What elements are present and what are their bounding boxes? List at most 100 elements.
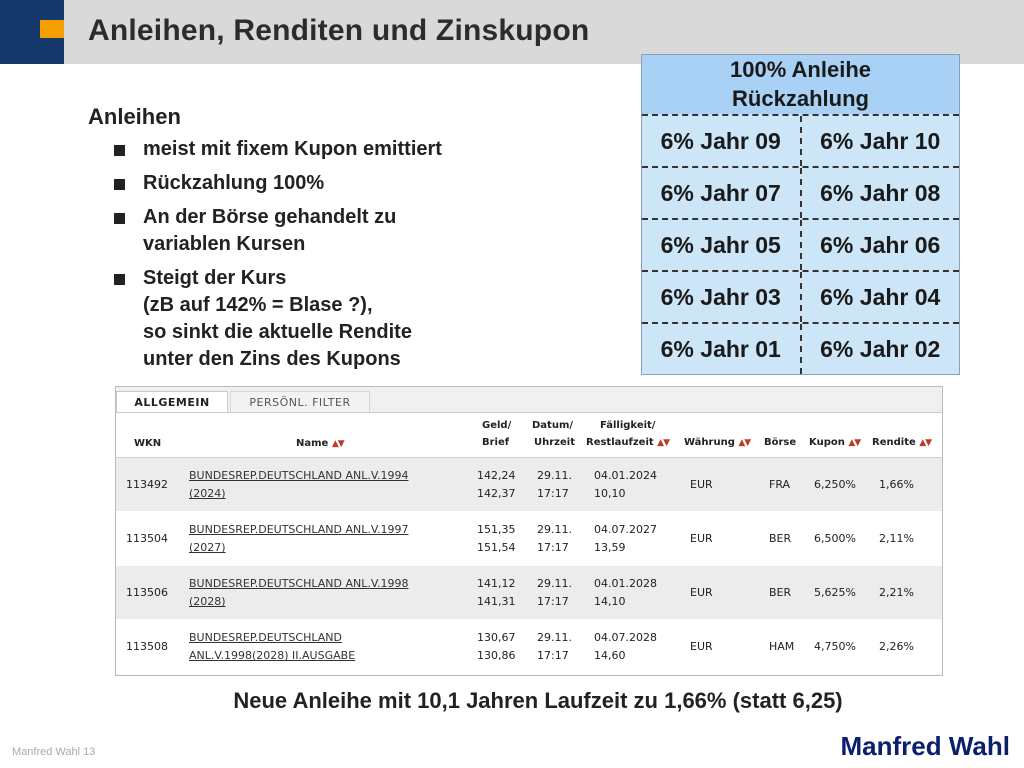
sort-arrows-icon[interactable]: ▲▼ bbox=[738, 438, 751, 448]
cell-name-line2[interactable]: (2028) bbox=[189, 593, 226, 610]
cell-rendite: 2,11% bbox=[879, 532, 914, 545]
cell-kupon: 5,625% bbox=[814, 586, 856, 599]
cell-name-line1[interactable]: BUNDESREP.DEUTSCHLAND ANL.V.1998 bbox=[189, 575, 408, 592]
bond-name-link[interactable]: ANL.V.1998(2028) II.AUSGABE bbox=[189, 649, 356, 662]
author-page-number: Manfred Wahl 13 bbox=[12, 746, 96, 758]
cell-faelligkeit: 04.07.2028 bbox=[594, 631, 657, 644]
cell-waehrung: EUR bbox=[690, 478, 713, 491]
col-restlaufzeit[interactable]: Restlaufzeit ▲▼ bbox=[586, 434, 670, 452]
bond-name-link[interactable]: (2027) bbox=[189, 541, 226, 554]
cell-brief: 141,31 bbox=[477, 595, 516, 608]
col-kupon-label: Kupon bbox=[809, 437, 845, 448]
sort-arrows-icon[interactable]: ▲▼ bbox=[331, 439, 345, 449]
cell-brief: 142,37 bbox=[477, 487, 516, 500]
cell-uhrzeit: 17:17 bbox=[537, 541, 569, 554]
bullet-square-icon bbox=[114, 213, 125, 224]
cell-brief: 151,54 bbox=[477, 541, 516, 554]
bullet-line: Steigt der Kurs bbox=[143, 267, 287, 289]
bond-diagram: 100% Anleihe Rückzahlung 6% Jahr 09 6% Ja… bbox=[641, 54, 960, 375]
col-restlaufzeit-label: Restlaufzeit bbox=[586, 437, 654, 448]
bullet-square-icon bbox=[114, 145, 125, 156]
cell-wkn: 113508 bbox=[126, 640, 168, 653]
bullet-line: An der Börse gehandelt zu bbox=[143, 206, 397, 228]
bond-name-link[interactable]: BUNDESREP.DEUTSCHLAND ANL.V.1997 bbox=[189, 523, 409, 536]
cell-uhrzeit: 17:17 bbox=[537, 595, 569, 608]
sort-arrows-icon[interactable]: ▲▼ bbox=[657, 438, 670, 448]
bond-coupon-row: 6% Jahr 03 6% Jahr 04 bbox=[642, 270, 959, 322]
cell-rendite: 2,26% bbox=[879, 640, 914, 653]
bond-coupon-cell: 6% Jahr 09 bbox=[642, 116, 802, 166]
col-boerse: Börse bbox=[764, 437, 797, 448]
col-faelligkeit: Fälligkeit/ bbox=[600, 420, 656, 431]
bond-coupon-cell: 6% Jahr 06 bbox=[820, 232, 941, 258]
bond-name-link[interactable]: (2024) bbox=[189, 487, 226, 500]
bond-coupon-cell: 6% Jahr 02 bbox=[820, 336, 941, 362]
cell-geld: 141,12 bbox=[477, 577, 516, 590]
bond-name-link[interactable]: BUNDESREP.DEUTSCHLAND ANL.V.1998 bbox=[189, 577, 409, 590]
cell-rendite: 2,21% bbox=[879, 586, 914, 599]
bullet-line: variablen Kursen bbox=[143, 233, 306, 255]
cell-faelligkeit: 04.01.2024 bbox=[594, 469, 657, 482]
bond-coupon-row: 6% Jahr 05 6% Jahr 06 bbox=[642, 218, 959, 270]
cell-datum: 29.11. bbox=[537, 577, 572, 590]
tab-persoenl-filter[interactable]: PERSÖNL. FILTER bbox=[230, 391, 370, 412]
cell-waehrung: EUR bbox=[690, 532, 713, 545]
bond-coupon-cell: 6% Jahr 03 bbox=[642, 272, 802, 322]
tab-allgemein[interactable]: ALLGEMEIN bbox=[116, 391, 228, 412]
cell-rendite: 1,66% bbox=[879, 478, 914, 491]
cell-name-line2[interactable]: (2024) bbox=[189, 485, 226, 502]
bond-rows: 6% Jahr 09 6% Jahr 10 6% Jahr 07 6% Jahr 08… bbox=[642, 114, 959, 374]
cell-name-line1[interactable]: BUNDESREP.DEUTSCHLAND bbox=[189, 629, 342, 646]
table-row: 113508 BUNDESREP.DEUTSCHLAND ANL.V.1998(20… bbox=[116, 620, 942, 674]
bond-coupon-cell: 6% Jahr 10 bbox=[820, 128, 941, 154]
cell-restlaufzeit: 13,59 bbox=[594, 541, 626, 554]
bond-header-line1: 100% Anleihe bbox=[729, 57, 872, 82]
cell-name-line2[interactable]: (2027) bbox=[189, 539, 226, 556]
col-datum: Datum/ bbox=[532, 420, 574, 431]
cell-waehrung: EUR bbox=[690, 640, 713, 653]
col-kupon[interactable]: Kupon ▲▼ bbox=[809, 434, 861, 452]
slide-header: Anleihen, Renditen und Zinskupon bbox=[0, 0, 1024, 64]
table-body: 113492 BUNDESREP.DEUTSCHLAND ANL.V.1994 (2… bbox=[116, 458, 942, 674]
sort-arrows-icon[interactable]: ▲▼ bbox=[848, 438, 861, 448]
cell-name-line1[interactable]: BUNDESREP.DEUTSCHLAND ANL.V.1997 bbox=[189, 521, 408, 538]
cell-datum: 29.11. bbox=[537, 469, 572, 482]
bond-name-link[interactable]: BUNDESREP.DEUTSCHLAND bbox=[189, 631, 342, 644]
bullet-line: so sinkt die aktuelle Rendite bbox=[143, 321, 412, 343]
col-wkn: WKN bbox=[134, 438, 162, 449]
bond-coupon-row: 6% Jahr 01 6% Jahr 02 bbox=[642, 322, 959, 374]
brand-name: Manfred Wahl bbox=[840, 731, 1010, 761]
bond-coupon-row: 6% Jahr 07 6% Jahr 08 bbox=[642, 166, 959, 218]
bullet-item: Steigt der Kurs (zB auf 142% = Blase ?), s… bbox=[112, 265, 628, 373]
bond-name-link[interactable]: BUNDESREP.DEUTSCHLAND ANL.V.1994 bbox=[189, 469, 409, 482]
bond-header-line2: Rückzahlung bbox=[732, 86, 869, 111]
col-waehrung[interactable]: Währung ▲▼ bbox=[684, 434, 751, 452]
col-rendite[interactable]: Rendite ▲▼ bbox=[872, 434, 932, 452]
bullet-line: unter den Zins des Kupons bbox=[143, 348, 401, 370]
bond-coupon-cell: 6% Jahr 07 bbox=[642, 168, 802, 218]
bond-name-link[interactable]: (2028) bbox=[189, 595, 226, 608]
cell-name-line1[interactable]: BUNDESREP.DEUTSCHLAND ANL.V.1994 bbox=[189, 467, 408, 484]
table-header: WKN Name ▲▼ Geld/ Brief Datum/ Uhrzeit F… bbox=[116, 413, 942, 458]
cell-wkn: 113492 bbox=[126, 478, 168, 491]
col-name[interactable]: Name ▲▼ bbox=[296, 435, 345, 453]
cell-datum: 29.11. bbox=[537, 631, 572, 644]
bond-quote-screenshot: ALLGEMEIN PERSÖNL. FILTER WKN Name ▲▼ Ge… bbox=[115, 386, 943, 676]
sort-arrows-icon[interactable]: ▲▼ bbox=[919, 438, 932, 448]
conclusion-text: Neue Anleihe mit 10,1 Jahren Laufzeit zu… bbox=[233, 688, 843, 713]
cell-restlaufzeit: 10,10 bbox=[594, 487, 626, 500]
col-brief: Brief bbox=[482, 437, 510, 448]
bullet-line: meist mit fixem Kupon emittiert bbox=[143, 138, 442, 160]
cell-datum: 29.11. bbox=[537, 523, 572, 536]
bullet-line: Rückzahlung 100% bbox=[143, 172, 325, 194]
cell-name-line2[interactable]: ANL.V.1998(2028) II.AUSGABE bbox=[189, 647, 355, 664]
bullet-list: meist mit fixem Kupon emittiert Rückzahlu… bbox=[88, 136, 628, 373]
bond-coupon-row: 6% Jahr 09 6% Jahr 10 bbox=[642, 114, 959, 166]
col-name-label: Name bbox=[296, 438, 329, 449]
cell-kupon: 6,250% bbox=[814, 478, 856, 491]
cell-restlaufzeit: 14,60 bbox=[594, 649, 626, 662]
table-row: 113492 BUNDESREP.DEUTSCHLAND ANL.V.1994 (2… bbox=[116, 458, 942, 512]
tab-bar: ALLGEMEIN PERSÖNL. FILTER bbox=[116, 387, 942, 413]
cell-restlaufzeit: 14,10 bbox=[594, 595, 626, 608]
cell-geld: 130,67 bbox=[477, 631, 516, 644]
